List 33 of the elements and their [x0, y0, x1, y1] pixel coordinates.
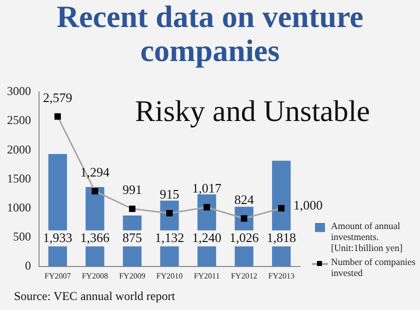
y-tick-label: 2500	[7, 113, 31, 128]
y-tick-label: 1500	[7, 171, 31, 186]
data-label: 1,818	[266, 230, 296, 245]
data-label: 2,579	[43, 90, 72, 105]
data-label: 915	[160, 186, 180, 202]
x-tick-label: FY2011	[194, 271, 220, 280]
data-label: 1,132	[154, 230, 184, 245]
data-label: 991	[122, 182, 142, 198]
data-label: 1,366	[80, 230, 110, 245]
y-tick-label: 500	[13, 229, 31, 244]
x-tick-label: FY2013	[268, 271, 294, 280]
x-tick-label: FY2009	[119, 271, 146, 280]
source-note: Source: VEC annual world report	[14, 289, 176, 304]
x-tick-label: FY2007	[44, 271, 71, 280]
x-tick-label: FY2010	[156, 271, 183, 280]
data-label: 1,933	[43, 230, 72, 245]
legend-label: Amount of annual investments. [Unit:1billion yen]	[331, 222, 404, 255]
y-tick-label: 2000	[7, 142, 31, 156]
data-label: 1,017	[192, 180, 222, 196]
data-label: 1,294	[80, 164, 110, 180]
data-label: 1,240	[192, 230, 222, 245]
data-label: 824	[234, 192, 254, 207]
annotation: Risky and Unstable	[135, 94, 370, 128]
data-label: 1,026	[229, 230, 260, 245]
x-tick-label: FY2012	[230, 271, 258, 280]
chart-title: Recent data on venture companies	[56, 0, 364, 68]
data-label: 875	[122, 230, 142, 245]
x-tick-label: FY2008	[82, 271, 108, 280]
legend-label: Number of companies invested	[331, 258, 416, 280]
y-tick-label: 0	[25, 258, 31, 273]
y-tick-label: 3000	[7, 84, 31, 98]
data-label: 1,000	[293, 198, 323, 213]
y-tick-label: 1000	[7, 200, 31, 214]
